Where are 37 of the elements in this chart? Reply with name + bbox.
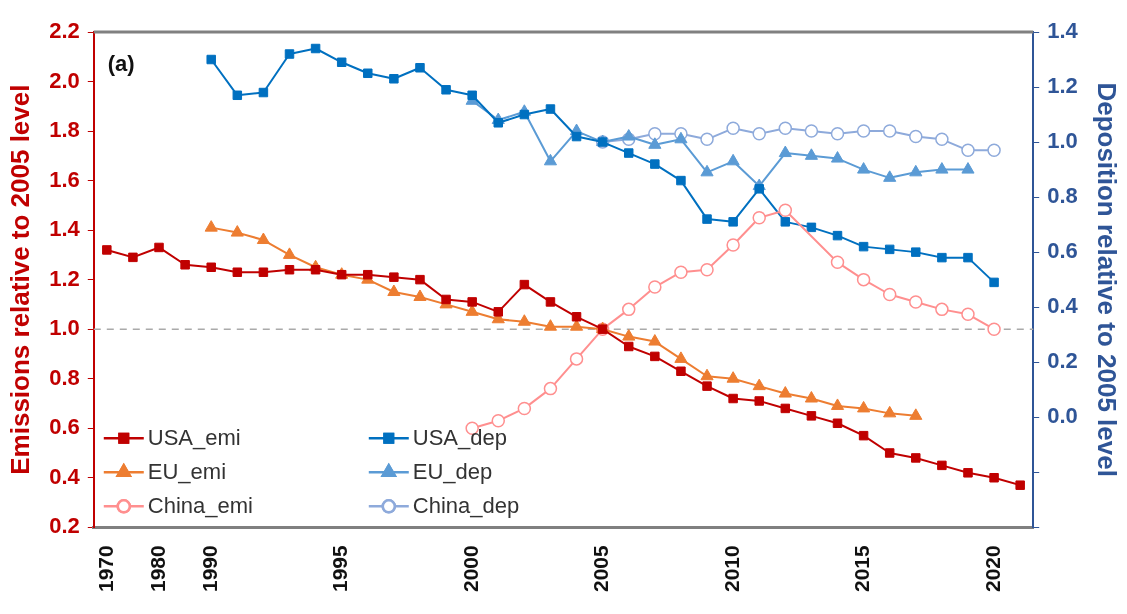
y2-tick-label: 1.4 (1047, 18, 1079, 44)
x-tick-label: 1970 (93, 545, 117, 592)
x-tick-label: 2015 (850, 544, 874, 592)
legend-label: China_dep (412, 493, 520, 519)
y2-tick-label: 0.8 (1047, 183, 1078, 209)
y-tick-label: 1.4 (49, 216, 81, 242)
x-tick-label: 1995 (328, 544, 352, 592)
y-tick-label: 1.0 (49, 315, 80, 341)
y-tick-label: 2.2 (49, 18, 80, 44)
y2-tick-label: 0.4 (1047, 293, 1079, 319)
y-tick-label: 0.6 (49, 414, 80, 440)
x-tick-label: 2010 (719, 545, 743, 592)
legend-label: EU_emi (147, 459, 227, 485)
y-tick-label: 0.2 (49, 513, 80, 539)
x-tick-label: 2020 (980, 545, 1004, 592)
legend-label: USA_dep (412, 425, 507, 451)
y-tick-label: 1.6 (49, 166, 80, 192)
y2-tick-label: 1.0 (1047, 128, 1078, 154)
y2-tick-label: 0.0 (1047, 403, 1078, 429)
legend-label: China_emi (147, 493, 253, 519)
y-tick-label: 1.8 (49, 117, 80, 143)
y2-tick-label: 1.2 (1047, 73, 1078, 99)
y-tick-label: 2.0 (49, 67, 80, 93)
legend-label: EU_dep (412, 459, 493, 485)
x-tick-label: 1990 (198, 545, 222, 592)
y-tick-label: 0.4 (49, 463, 81, 489)
y-tick-label: 1.2 (49, 265, 80, 291)
y-tick-label: 0.8 (49, 364, 80, 390)
x-tick-label: 2000 (458, 545, 482, 592)
y2-axis-title: Deposition relative to 2005 level (1092, 82, 1123, 477)
x-tick-label: 1980 (145, 545, 169, 592)
y2-tick-label: 0.2 (1047, 348, 1078, 374)
y2-tick-label: 0.6 (1047, 238, 1078, 264)
annotation: (a) (107, 51, 135, 77)
y-axis-title: Emissions relative to 2005 level (4, 84, 35, 475)
x-tick-label: 2005 (589, 544, 613, 592)
legend-label: USA_emi (147, 425, 241, 451)
